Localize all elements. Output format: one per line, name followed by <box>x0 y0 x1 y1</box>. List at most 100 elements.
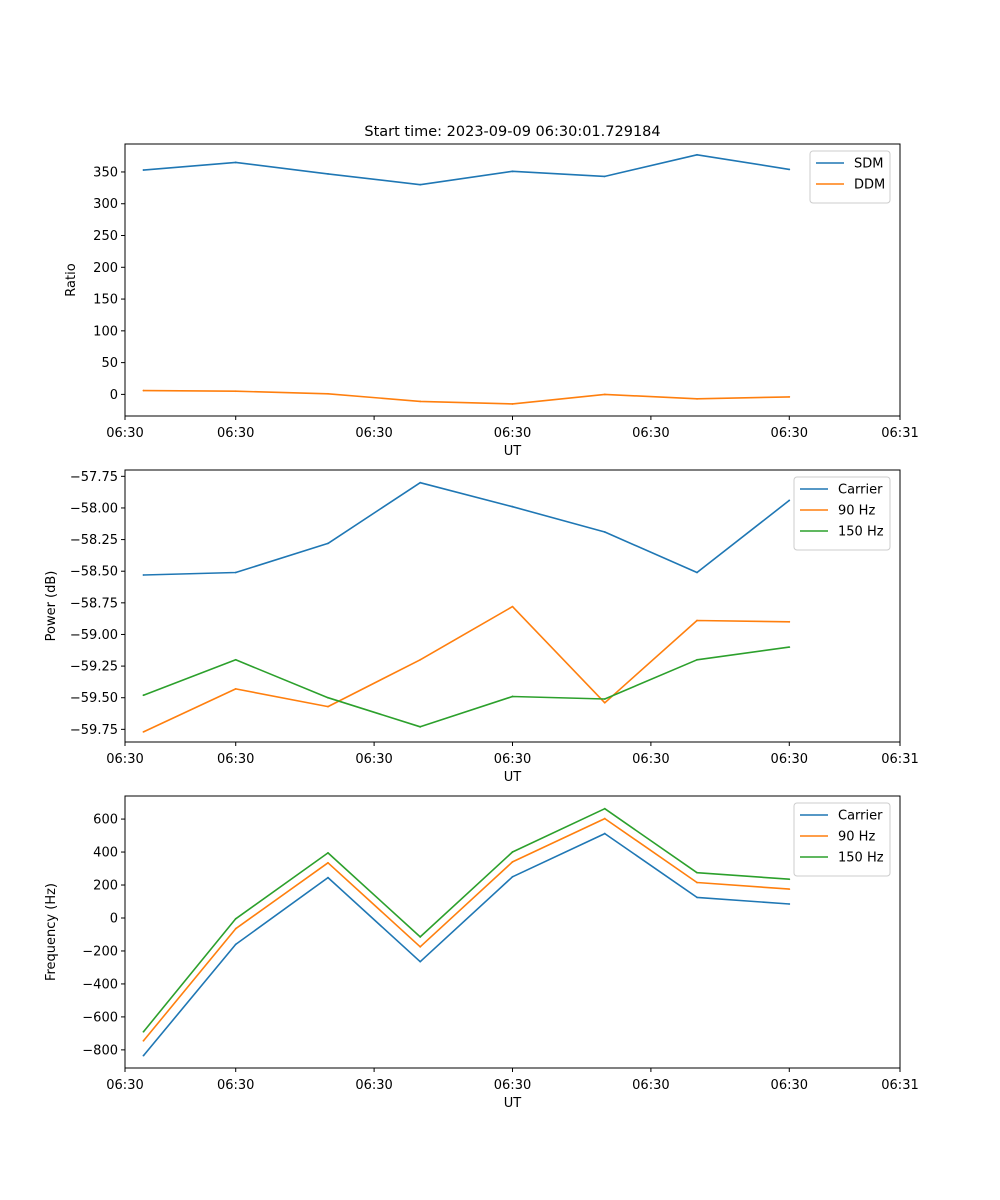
chart-panel-2: −59.75 −59.50 −59.25 −59.00 −58.75 −58.50 −58.… <box>44 469 919 785</box>
data-point-90-hz <box>696 619 698 622</box>
y-tick-label: 300 <box>93 197 118 212</box>
data-point-150-hz <box>234 917 237 920</box>
data-point-150-hz <box>788 878 791 881</box>
data-point-ddm <box>142 389 145 392</box>
data-point-90-hz <box>511 605 514 608</box>
legend-label-90-hz: 90 Hz <box>838 504 875 519</box>
y-tick-label: 350 <box>93 165 118 180</box>
panels: 0 50 100 150 200 250 300 350 06:30 06:30 06:30 06:3… <box>44 143 919 1111</box>
legend-box <box>809 150 891 204</box>
data-point-sdm <box>511 170 514 173</box>
data-point-150-hz <box>419 936 422 938</box>
y-axis-label: Ratio <box>64 263 79 296</box>
x-tick-label: 06:31 <box>881 1078 918 1093</box>
series-line-carrier <box>143 481 790 576</box>
x-tick-label: 06:31 <box>881 426 918 441</box>
y-tick-label: −200 <box>82 944 118 959</box>
x-tick-label: 06:30 <box>106 1078 143 1093</box>
data-point-ddm <box>234 390 237 393</box>
data-point-carrier <box>142 1054 145 1057</box>
y-tick-label: −600 <box>82 1010 118 1025</box>
x-tick-label: 06:30 <box>106 426 143 441</box>
data-point-150-hz <box>511 851 514 853</box>
data-point-90-hz <box>327 861 329 864</box>
data-point-150-hz <box>142 1030 145 1033</box>
data-point-90-hz <box>327 705 329 708</box>
x-tick-label: 06:30 <box>355 1078 392 1093</box>
y-tick-label: 150 <box>93 293 118 308</box>
legend-label-carrier: Carrier <box>838 809 883 824</box>
y-tick-label: 0 <box>110 388 118 403</box>
data-point-carrier <box>696 571 698 574</box>
data-point-carrier <box>788 903 791 905</box>
data-point-carrier <box>696 896 698 899</box>
x-tick-label: 06:30 <box>632 426 669 441</box>
data-point-carrier <box>788 499 791 502</box>
data-point-sdm <box>234 161 237 164</box>
legend-label-carrier: Carrier <box>838 483 883 498</box>
data-point-150-hz <box>234 658 237 661</box>
data-point-carrier <box>419 481 422 484</box>
x-tick-label: 06:30 <box>494 752 531 767</box>
data-point-150-hz <box>327 696 329 699</box>
x-tick-label: 06:30 <box>632 752 669 767</box>
y-tick-label: −59.50 <box>70 691 118 706</box>
data-point-ddm <box>419 400 422 403</box>
data-point-carrier <box>327 876 329 879</box>
y-axis-label: Frequency (Hz) <box>44 883 59 981</box>
data-point-ddm <box>327 392 329 395</box>
series-line-90-hz <box>142 817 790 1042</box>
data-point-carrier <box>419 960 422 963</box>
x-tick-label: 06:30 <box>771 1078 808 1093</box>
data-point-150-hz <box>603 807 606 810</box>
legend-label-150-hz: 150 Hz <box>838 851 884 866</box>
data-point-ddm <box>511 403 514 405</box>
data-point-150-hz <box>696 658 698 661</box>
data-point-carrier <box>511 505 514 508</box>
series-line-90-hz <box>143 605 790 733</box>
x-tick-label: 06:31 <box>881 752 918 767</box>
data-point-90-hz <box>511 861 514 863</box>
data-point-150-hz <box>788 646 791 649</box>
data-point-90-hz <box>696 881 698 884</box>
x-tick-label: 06:30 <box>494 426 531 441</box>
data-point-sdm <box>419 183 422 186</box>
legend-label-sdm: SDM <box>854 157 883 172</box>
data-point-90-hz <box>419 945 422 948</box>
y-tick-label: 200 <box>93 879 118 894</box>
legend: SDM DDM <box>809 150 891 204</box>
data-point-150-hz <box>142 694 145 697</box>
y-tick-label: 100 <box>93 324 118 339</box>
x-axis-label: UT <box>504 1096 522 1111</box>
data-point-carrier <box>142 574 145 576</box>
y-tick-label: 600 <box>93 813 118 828</box>
data-point-90-hz <box>234 687 237 690</box>
data-point-90-hz <box>234 927 237 930</box>
x-tick-label: 06:30 <box>771 426 808 441</box>
y-tick-label: −57.75 <box>70 470 118 485</box>
y-tick-label: −58.75 <box>70 596 118 611</box>
y-tick-label: −58.00 <box>70 501 118 516</box>
y-tick-label: −59.25 <box>70 660 118 675</box>
x-tick-label: 06:30 <box>106 752 143 767</box>
data-point-sdm <box>327 172 329 175</box>
series-line-sdm <box>143 154 790 186</box>
data-point-150-hz <box>419 725 422 728</box>
y-tick-label: −58.25 <box>70 533 118 548</box>
x-tick-label: 06:30 <box>217 752 254 767</box>
data-point-sdm <box>142 169 145 171</box>
series-line-ddm <box>143 389 790 405</box>
legend-label-90-hz: 90 Hz <box>838 830 875 845</box>
legend-label-ddm: DDM <box>854 178 885 193</box>
y-tick-label: 50 <box>101 356 118 371</box>
y-tick-label: 200 <box>93 261 118 276</box>
chart-panel-3: −800 −600 −400 −200 0 200 400 600 06:30 06:30 06:3… <box>44 795 919 1111</box>
legend-label-150-hz: 150 Hz <box>838 525 884 540</box>
x-axis-label: UT <box>504 444 522 459</box>
data-point-sdm <box>696 153 698 156</box>
data-point-ddm <box>788 396 791 398</box>
data-point-90-hz <box>142 730 145 733</box>
series-line-150-hz <box>142 807 790 1033</box>
y-tick-label: −59.75 <box>70 723 118 738</box>
